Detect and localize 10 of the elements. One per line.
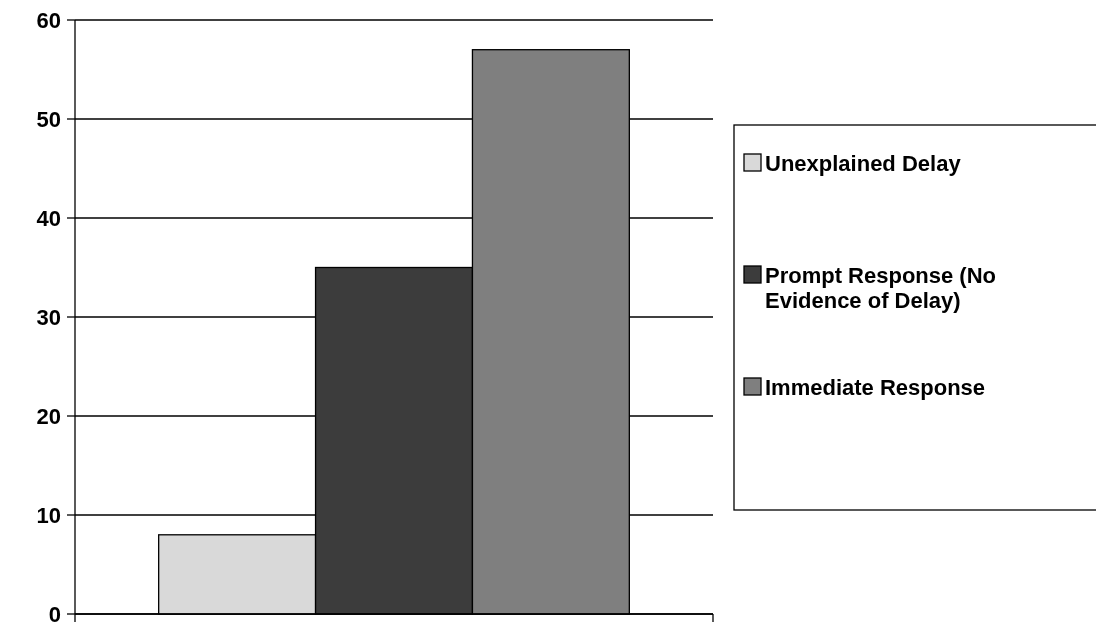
legend-label: Prompt Response (No Evidence of Delay) bbox=[765, 262, 997, 313]
y-tick-label: 10 bbox=[36, 502, 61, 528]
y-tick-label: 20 bbox=[36, 403, 61, 429]
y-tick-label: 40 bbox=[36, 205, 61, 231]
y-tick-label: 0 bbox=[48, 601, 61, 627]
y-tick-label: 30 bbox=[36, 304, 61, 330]
y-tick-label: 50 bbox=[36, 106, 61, 132]
legend-label: Unexplained Delay bbox=[765, 150, 962, 176]
y-tick-label: 60 bbox=[36, 7, 61, 33]
legend-label: Immediate Response bbox=[765, 374, 986, 400]
